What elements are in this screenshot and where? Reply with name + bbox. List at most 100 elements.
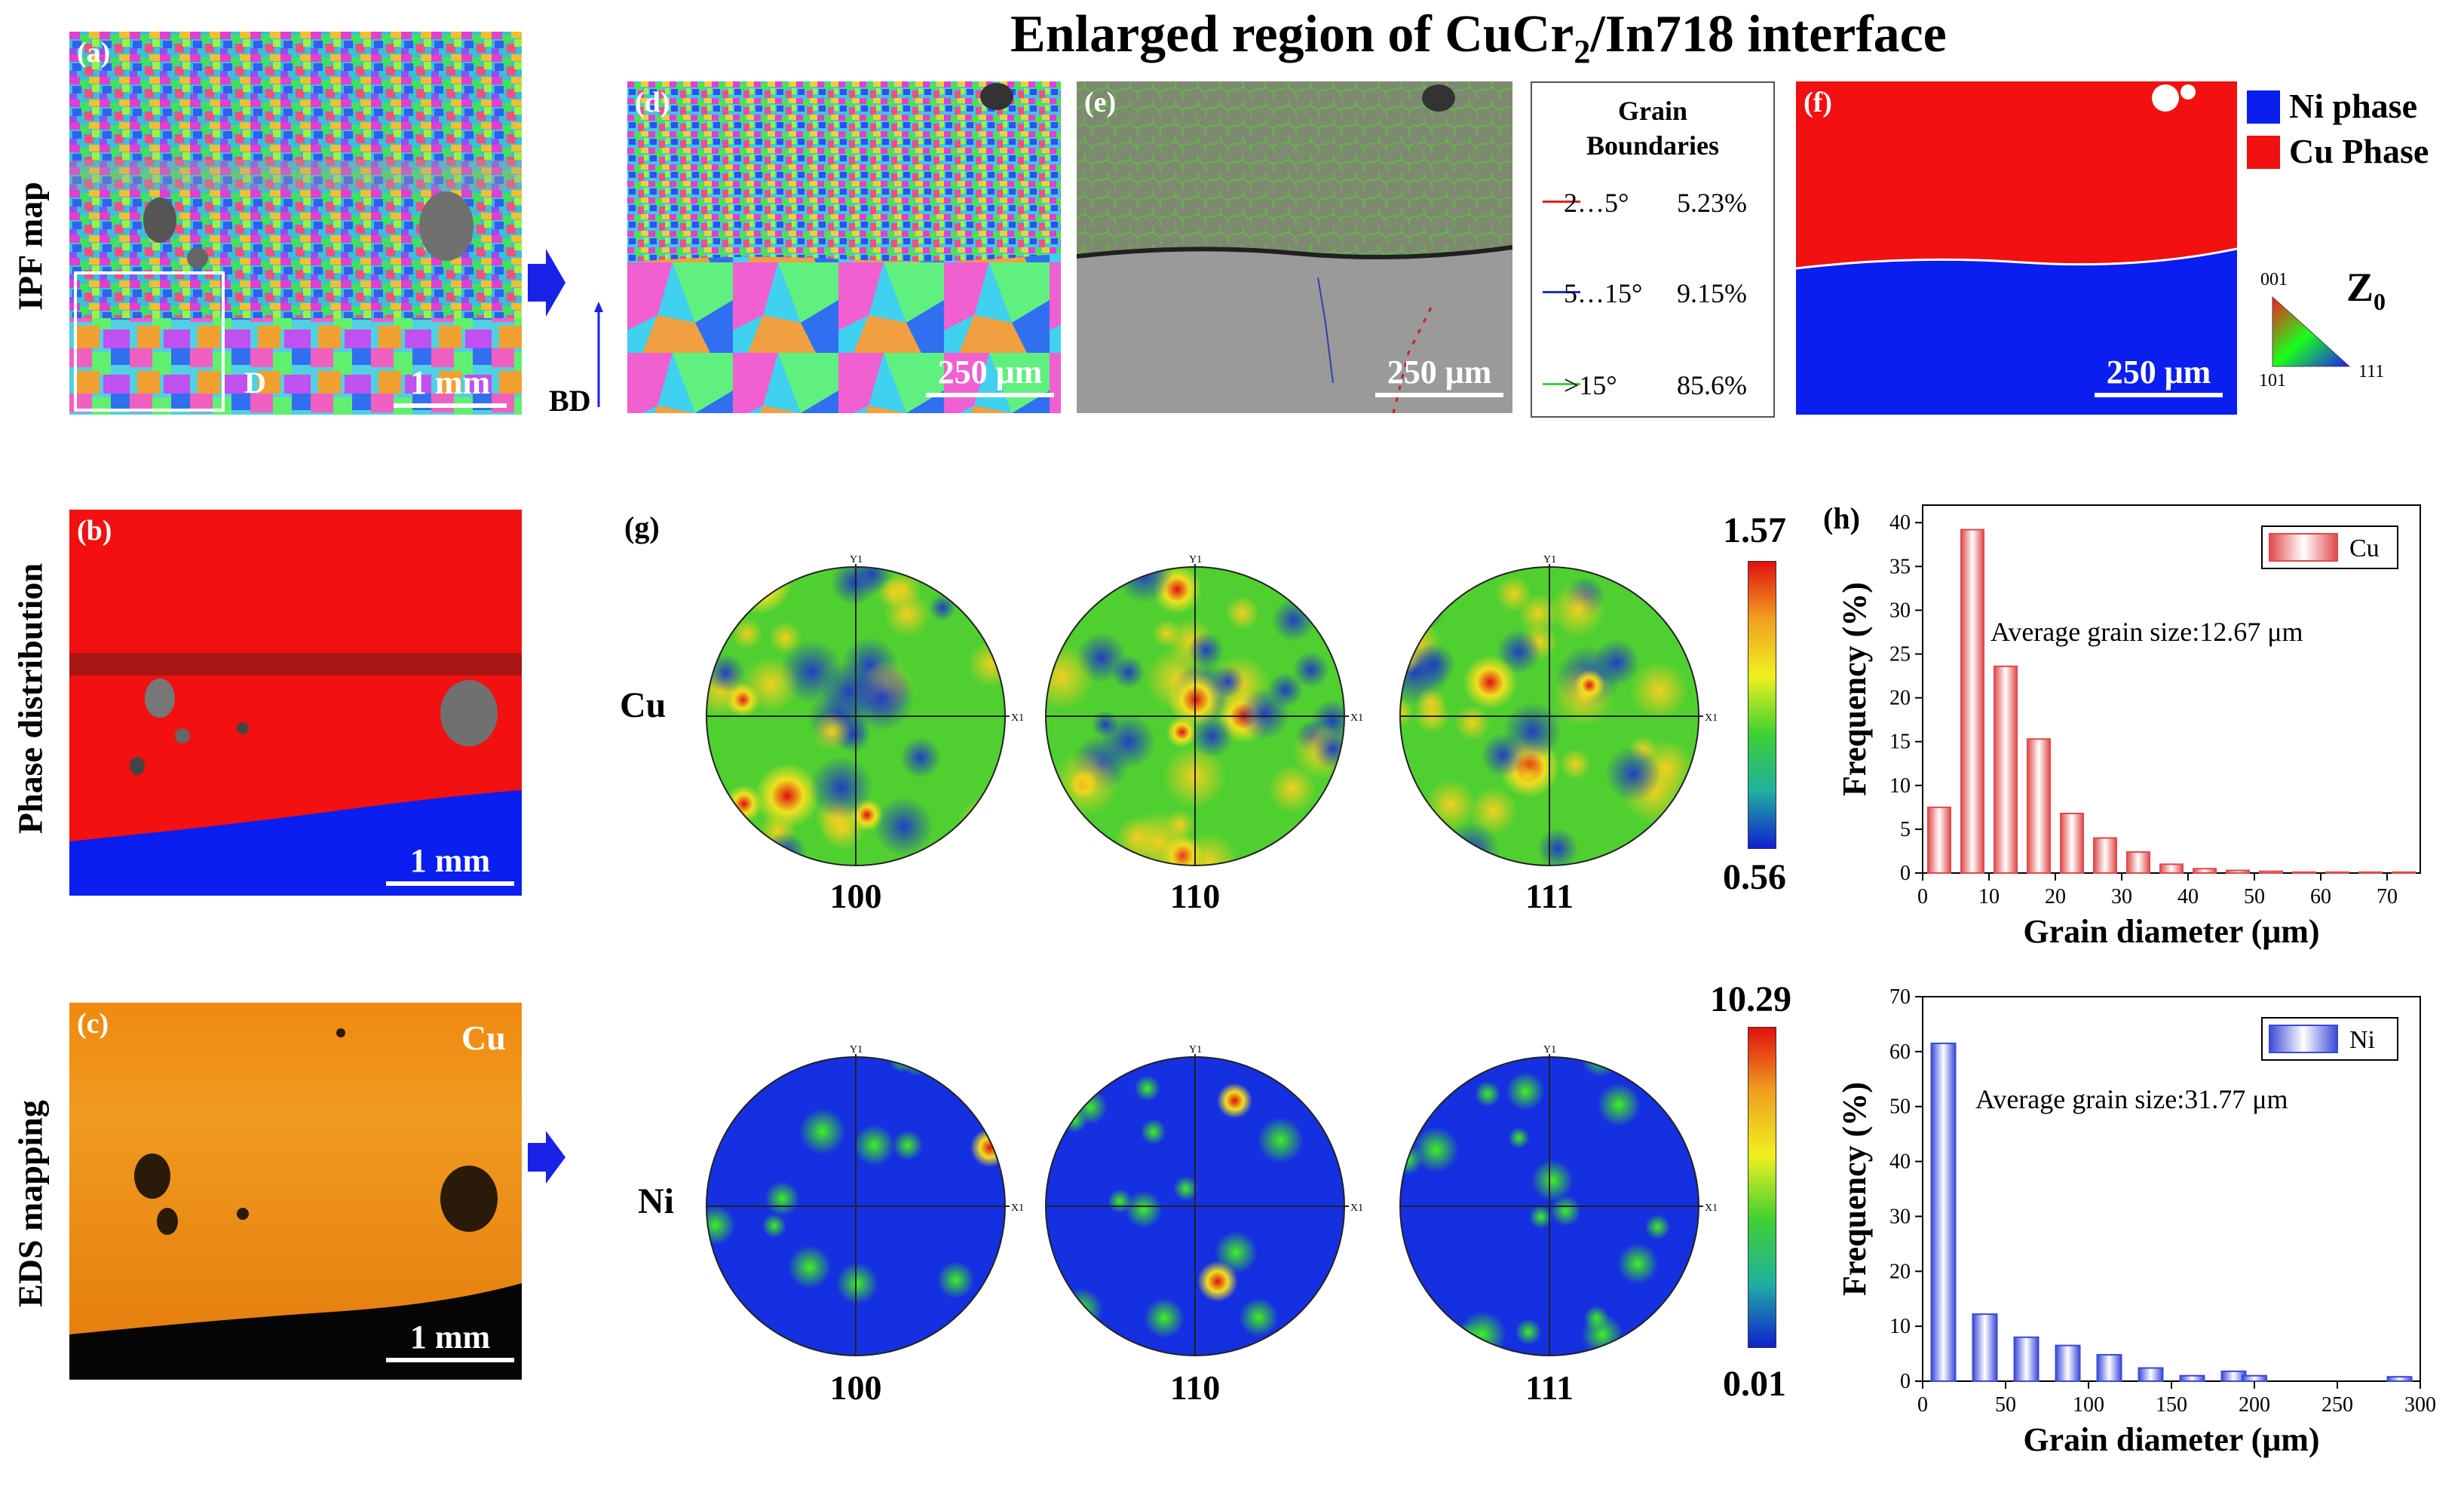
- gb-value-1: 5.23%: [1677, 188, 1747, 218]
- panel-label-f: (f): [1804, 87, 1832, 118]
- y-tick-label: 0: [1900, 862, 1911, 885]
- ipf-triangle-icon: [2272, 296, 2351, 367]
- phase-legend: Ni phase Cu Phase: [2247, 84, 2458, 175]
- ni-legend-label: Ni phase: [2289, 87, 2417, 125]
- pf-name-ni-100: 100: [829, 1368, 882, 1407]
- histogram-bar: [2325, 871, 2349, 875]
- pf-axis-x-label: X1: [1011, 712, 1024, 724]
- panel-label-e: (e): [1084, 87, 1117, 118]
- cu-scale-max: 1.57: [1723, 510, 1786, 550]
- gb-line-green: [1543, 383, 1580, 385]
- x-tick-label: 150: [2156, 1393, 2187, 1417]
- cu-scale-min: 0.56: [1723, 857, 1786, 897]
- row-label-phase: Phase distribution: [11, 562, 50, 835]
- pf-axis-y-label: Y1: [1189, 554, 1202, 565]
- pf-axis-y-label: Y1: [1189, 1044, 1202, 1055]
- gb-range-3: >15°: [1564, 370, 1617, 400]
- histogram-bar: [2386, 1376, 2413, 1383]
- pf-axis-y-label: Y1: [1543, 1044, 1556, 1055]
- x-tick-label: 20: [2045, 885, 2066, 908]
- ni-scale-min: 0.01: [1723, 1364, 1786, 1404]
- gb-line-red: [1543, 201, 1580, 203]
- pole-figure-cu-100: Y1 X1: [706, 554, 1024, 866]
- gb-value-2: 9.15%: [1677, 278, 1747, 308]
- x-tick-label: 300: [2404, 1393, 2436, 1417]
- y-tick-label: 40: [1889, 511, 1911, 535]
- phase-distribution-image: [69, 510, 522, 896]
- cu-swatch: [2247, 136, 2280, 169]
- pf-axis-x-label: X1: [1705, 1202, 1718, 1214]
- average-grain-size-annotation: Average grain size:12.67 μm: [1991, 617, 2303, 647]
- cu-legend-label: Cu Phase: [2289, 132, 2429, 170]
- panel-c-eds-mapping: (c) Cu 1 mm: [69, 1003, 522, 1380]
- scalebar-c: 1 mm: [386, 1318, 514, 1362]
- ipf-key-111: 111: [2358, 362, 2385, 381]
- pole-figures: Y1 X1 Y1 X1 Y1 X1 Y1 X1 Y1 X1 Y1 X1: [706, 554, 1718, 1356]
- scalebar-d: 250 μm: [926, 353, 1054, 397]
- x-tick-label: 70: [2377, 885, 2398, 908]
- scalebar-f-label: 250 μm: [2106, 354, 2211, 391]
- ni-swatch: [2247, 90, 2280, 124]
- arrow-right-icon-eds: [528, 1131, 565, 1184]
- x-tick-label: 0: [1917, 885, 1928, 908]
- ipf-color-key: 001 101 111 Z0: [2254, 256, 2450, 392]
- histogram-bar: [2060, 812, 2084, 874]
- y-tick-label: 25: [1889, 643, 1911, 666]
- histogram-bar: [2193, 868, 2217, 875]
- scalebar-f: 250 μm: [2095, 353, 2223, 397]
- panel-label-b: (b): [77, 515, 112, 547]
- x-axis-label: Grain diameter (μm): [2023, 1421, 2319, 1458]
- pf-row-label-cu: Cu: [620, 685, 667, 725]
- panel-e-grain-boundary-map: (e) 250 μm: [1077, 81, 1512, 413]
- phase-legend-cu: Cu Phase: [2247, 130, 2458, 175]
- cu-scale-bar: [1748, 561, 1776, 849]
- ni-scale-max: 10.29: [1710, 979, 1791, 1019]
- x-tick-label: 40: [2177, 885, 2199, 908]
- histogram-bar: [1960, 528, 1984, 875]
- histogram-bar: [2126, 851, 2150, 875]
- legend-label: Cu: [2349, 535, 2380, 562]
- pf-axis-x-label: X1: [1350, 712, 1363, 724]
- pf-axis-y-label: Y1: [850, 554, 863, 565]
- scalebar-c-label: 1 mm: [409, 1319, 491, 1356]
- histogram-bar: [1994, 665, 2018, 875]
- panel-label-d: (d): [635, 87, 670, 118]
- ipf-key-101: 101: [2259, 371, 2286, 391]
- y-tick-label: 20: [1889, 687, 1911, 710]
- histogram-ni: 0 10 20 30 40 50 60 70 0 50 100 150 200 250 300 Grain d…: [1840, 985, 2436, 1458]
- x-tick-label: 50: [1995, 1393, 2016, 1417]
- scalebar-e: 250 μm: [1375, 353, 1503, 397]
- legend-label: Ni: [2349, 1026, 2375, 1054]
- x-tick-label: 0: [1917, 1393, 1928, 1417]
- histogram-bar: [2093, 837, 2117, 874]
- gb-row-3: >15° 85.6%: [1543, 369, 1769, 407]
- panel-d-ipf-enlarged: (d) 250 μm: [627, 81, 1061, 413]
- ipf-enlarged-image: [627, 81, 1061, 413]
- histogram-bar: [1927, 806, 1951, 875]
- y-tick-label: 50: [1889, 1095, 1911, 1119]
- scalebar-a-label: 1 mm: [409, 364, 491, 401]
- pf-axis-x-label: X1: [1705, 712, 1718, 724]
- y-tick-label: 20: [1889, 1260, 1911, 1283]
- ipf-key-z-sub: 0: [2374, 287, 2386, 315]
- panel-f-phase-map: (f) 250 μm: [1796, 81, 2237, 415]
- gb-line-blue: [1543, 291, 1580, 293]
- y-tick-label: 10: [1889, 1315, 1911, 1338]
- pole-figure-ni-110: Y1 X1: [1045, 1044, 1363, 1356]
- y-tick-label: 70: [1889, 985, 1911, 1009]
- y-axis-label: Frequency (%): [1840, 1082, 1873, 1296]
- histogram-bar: [2242, 1374, 2267, 1383]
- pf-axis-x-label: X1: [1011, 1202, 1024, 1214]
- gb-title-line2: Boundaries: [1586, 130, 1720, 161]
- panel-b-phase-distribution: (b) 1 mm: [69, 510, 522, 896]
- scalebar-b: 1 mm: [386, 841, 514, 886]
- phase-map-image: [1796, 81, 2237, 415]
- x-tick-label: 50: [2244, 885, 2265, 908]
- average-grain-size-annotation: Average grain size:31.77 μm: [1975, 1084, 2288, 1114]
- histogram-bar: [1930, 1042, 1957, 1383]
- histogram-bar: [2013, 1336, 2040, 1383]
- histogram-bar: [2358, 871, 2383, 875]
- histogram-bar: [2138, 1367, 2164, 1382]
- histogram-bar: [1972, 1313, 1998, 1382]
- bd-label: BD: [549, 384, 591, 418]
